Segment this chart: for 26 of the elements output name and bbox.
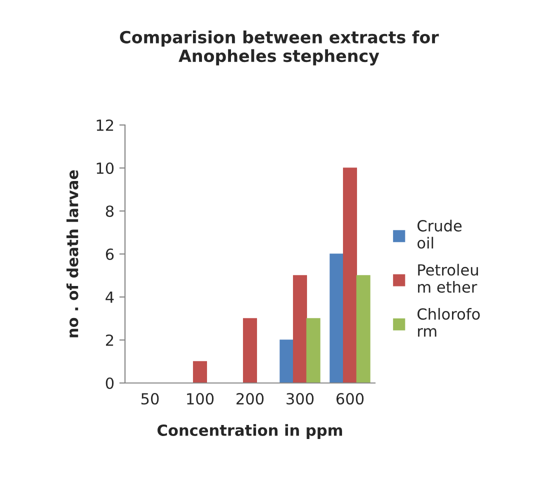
bar — [342, 168, 358, 383]
bar — [306, 318, 320, 383]
y-tick-label: 10 — [96, 162, 114, 174]
x-tick-label: 50 — [141, 392, 159, 405]
y-tick-label: 4 — [106, 292, 114, 303]
y-tick-label: 0 — [106, 377, 114, 390]
bar — [280, 340, 294, 383]
x-axis-title: Concentration in ppm — [158, 424, 342, 439]
y-axis-title: no . of death larvae — [66, 170, 78, 338]
y-tick-label: 12 — [96, 119, 114, 131]
bar — [330, 254, 344, 383]
y-tick-label: 8 — [106, 205, 114, 218]
legend-label: Crude oil — [418, 220, 462, 249]
bar — [356, 275, 370, 383]
chart-title: Comparision between extracts for Anopheles stephency — [120, 30, 439, 66]
bar — [242, 318, 258, 383]
bar — [192, 361, 208, 383]
legend-label: Petroleu m ether — [418, 264, 478, 293]
x-tick-label: 300 — [286, 392, 314, 405]
y-tick-label: 2 — [106, 334, 114, 346]
bar — [292, 275, 308, 383]
x-tick-label: 600 — [336, 392, 364, 405]
x-tick-label: 200 — [236, 392, 264, 405]
legend-label: Chlorofo rm — [418, 308, 480, 337]
y-tick-label: 6 — [106, 248, 114, 260]
x-tick-label: 100 — [187, 392, 214, 405]
